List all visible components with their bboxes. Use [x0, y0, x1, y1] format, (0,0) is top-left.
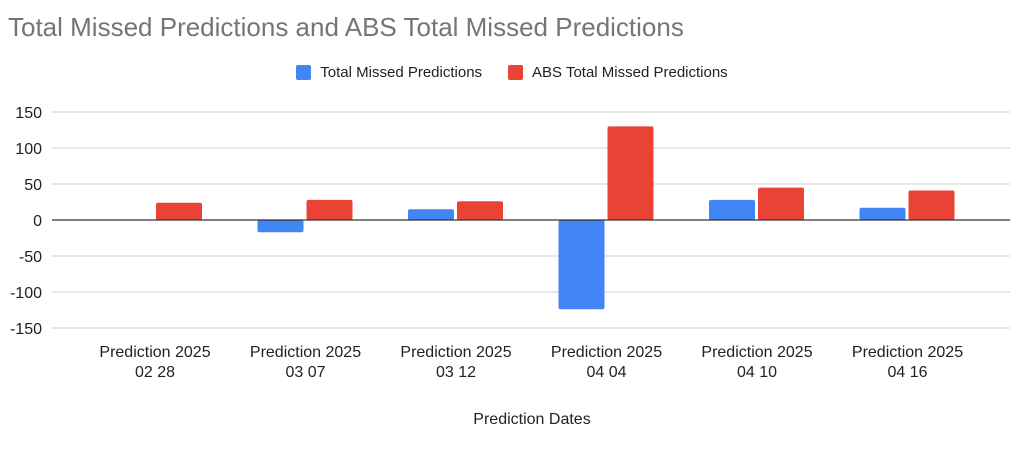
- bar-total: [709, 199, 755, 220]
- y-tick-label: 100: [15, 141, 42, 158]
- x-tick-label: 03 12: [436, 364, 476, 381]
- legend-item-abs[interactable]: ABS Total Missed Predictions: [508, 64, 728, 81]
- y-tick-label: -100: [10, 285, 42, 302]
- bar-abs: [607, 126, 654, 220]
- legend-item-total[interactable]: Total Missed Predictions: [296, 64, 482, 81]
- bar-total: [558, 220, 605, 310]
- x-axis-title: Prediction Dates: [473, 411, 591, 428]
- x-tick-label: 04 16: [887, 364, 927, 381]
- x-tick-label: Prediction 2025: [250, 344, 361, 361]
- x-tick-label: Prediction 2025: [99, 344, 210, 361]
- x-tick-label: 02 28: [135, 364, 175, 381]
- bar-total: [257, 220, 304, 233]
- bar-abs: [306, 199, 353, 220]
- legend-label: Total Missed Predictions: [320, 64, 483, 81]
- x-tick-label: 03 07: [285, 364, 325, 381]
- x-tick-label: 04 04: [586, 364, 626, 381]
- x-tick-label: 04 10: [737, 364, 777, 381]
- bar-total: [859, 207, 906, 220]
- legend-label: ABS Total Missed Predictions: [532, 64, 728, 81]
- y-tick-label: 0: [33, 213, 42, 230]
- bar-abs: [457, 201, 503, 220]
- x-tick-label: Prediction 2025: [701, 344, 812, 361]
- y-tick-label: 50: [24, 177, 42, 194]
- x-tick-label: Prediction 2025: [400, 344, 511, 361]
- y-tick-label: -150: [10, 321, 42, 338]
- bar-abs: [156, 202, 202, 220]
- x-tick-label: Prediction 2025: [852, 344, 963, 361]
- bar-total: [408, 209, 454, 220]
- x-tick-label: Prediction 2025: [551, 344, 662, 361]
- y-tick-label: 150: [15, 105, 42, 122]
- legend-swatch-red: [508, 65, 524, 80]
- bar-abs: [908, 190, 955, 220]
- y-tick-label: -50: [19, 249, 42, 266]
- legend: Total Missed Predictions ABS Total Misse…: [0, 64, 1024, 81]
- bar-abs: [758, 187, 804, 220]
- legend-swatch-blue: [296, 65, 312, 80]
- chart-title: Total Missed Predictions and ABS Total M…: [8, 12, 684, 42]
